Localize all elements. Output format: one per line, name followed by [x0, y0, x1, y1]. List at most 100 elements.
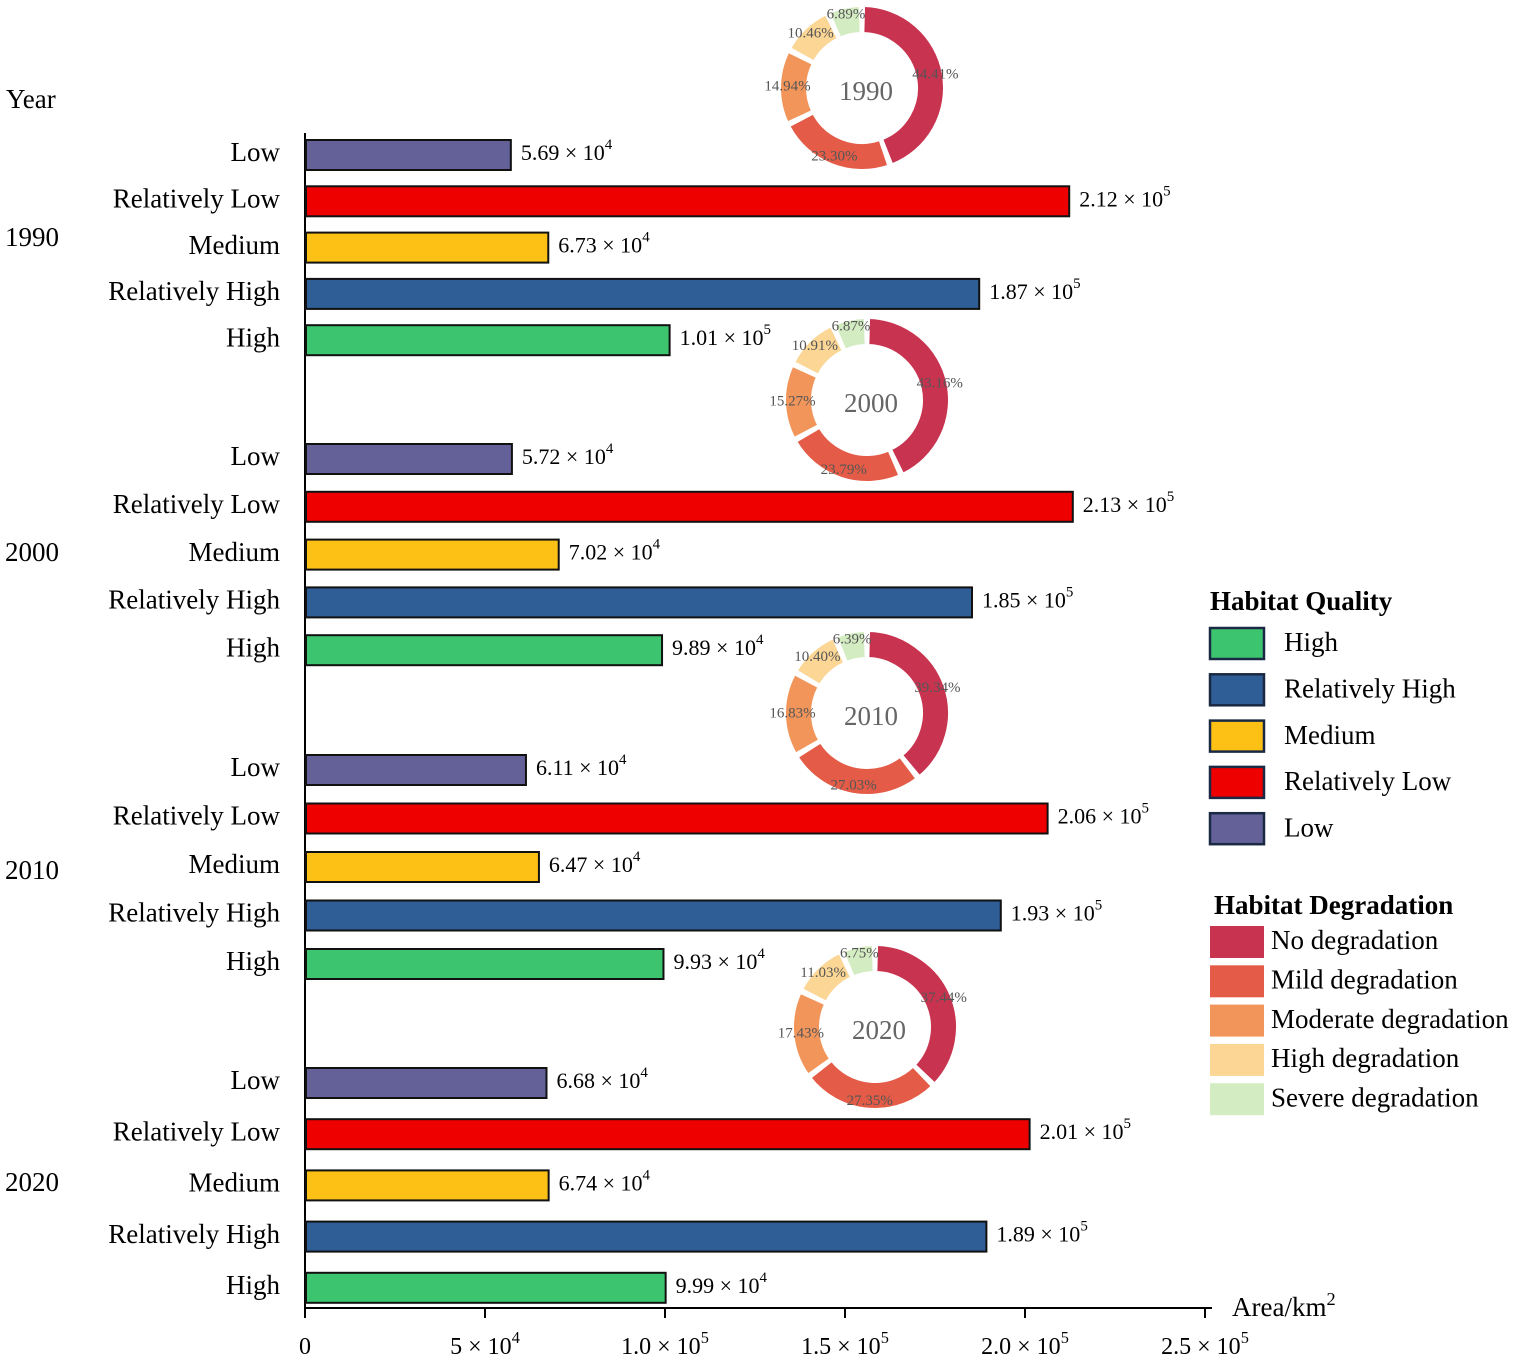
legend-swatch-high-degradation	[1210, 1043, 1264, 1076]
bar-value-label: 9.93 × 104	[673, 946, 765, 974]
category-label: Low	[231, 1065, 281, 1095]
year-label-2000: 2000	[5, 537, 59, 567]
donut-slice-2020-severe-degradation	[841, 944, 875, 978]
legend-swatch-no-degradation	[1210, 926, 1264, 958]
category-label: Low	[231, 137, 281, 167]
bar-2020-low	[305, 1067, 548, 1099]
donut-pct-label: 43.16%	[917, 376, 963, 392]
year-label-1990: 1990	[5, 222, 59, 252]
donut-pct-label: 10.40%	[794, 649, 840, 665]
bar-2000-relatively-low	[305, 490, 1074, 523]
category-label: High	[226, 322, 281, 352]
donut-center-label: 2020	[852, 1015, 906, 1045]
bar-value-label: 2.06 × 105	[1058, 801, 1149, 829]
bar-value-label: 1.93 × 105	[1011, 898, 1102, 926]
bar-2000-high	[305, 634, 664, 667]
bar-2020-relatively-high	[305, 1220, 988, 1253]
legend-item-low: Low	[1284, 812, 1334, 842]
bar-value-label: 2.12 × 105	[1079, 184, 1170, 212]
bar-2020-high	[305, 1271, 667, 1304]
bar-2010-medium	[305, 851, 540, 883]
legend-swatch-medium	[1208, 719, 1266, 753]
bar-value-label: 7.02 × 104	[569, 537, 661, 565]
bar-value-label: 1.89 × 105	[996, 1219, 1087, 1247]
bar-value-label: 9.99 × 104	[676, 1270, 768, 1298]
category-label: Relatively Low	[113, 184, 281, 214]
bar-2000-low	[305, 443, 513, 475]
donut-slice-2020-high-degradation	[800, 951, 853, 1004]
bar-2000-relatively-high	[305, 586, 973, 619]
x-tick-label: 2.0 × 105	[981, 1328, 1069, 1360]
category-label: High	[226, 1270, 281, 1300]
donut-pct-label: 23.30%	[811, 149, 857, 165]
legend-swatch-mild-degradation	[1210, 965, 1264, 998]
donut-slice-1990-severe-degradation	[828, 5, 862, 39]
category-label: Relatively Low	[113, 489, 281, 519]
donut-slice-1990-mild-degradation	[788, 112, 890, 171]
bar-2020-medium	[305, 1169, 550, 1202]
legend-item-mild-degradation: Mild degradation	[1271, 965, 1458, 995]
category-label: Medium	[189, 849, 281, 879]
donut-slice-2020-no-degradation	[875, 944, 958, 1085]
donut-slice-1990-high-degradation	[788, 13, 840, 63]
legend-item-moderate-degradation: Moderate degradation	[1271, 1004, 1509, 1034]
bar-2010-high	[305, 948, 665, 980]
bar-value-label: 6.11 × 104	[536, 752, 627, 780]
donut-pct-label: 23.79%	[821, 462, 867, 478]
legend-item-relatively-high: Relatively High	[1284, 674, 1456, 704]
donut-pct-label: 27.03%	[831, 778, 877, 794]
category-label: Relatively High	[108, 276, 280, 306]
donut-slice-2000-mild-degradation	[794, 426, 901, 483]
category-label: Relatively Low	[113, 801, 281, 831]
bar-1990-relatively-high	[305, 277, 981, 310]
bar-2010-low	[305, 754, 527, 786]
donut-slice-2010-severe-degradation	[835, 630, 867, 664]
bar-value-label: 2.01 × 105	[1040, 1117, 1131, 1145]
bar-value-label: 1.87 × 105	[989, 276, 1080, 304]
donut-center-label: 2010	[844, 701, 898, 731]
category-label: Relatively High	[108, 898, 280, 928]
category-label: Medium	[189, 230, 281, 260]
bar-value-label: 5.69 × 104	[521, 137, 613, 165]
bar-1990-medium	[305, 231, 550, 264]
x-tick-label: 1.5 × 105	[801, 1328, 889, 1360]
bar-value-label: 6.74 × 104	[559, 1168, 651, 1196]
donut-pct-label: 14.94%	[764, 79, 810, 95]
legend-item-high: High	[1284, 627, 1339, 657]
donut-slice-2020-moderate-degradation	[792, 991, 832, 1076]
bar-2020-relatively-low	[305, 1118, 1031, 1151]
legend-quality-title: Habitat Quality	[1210, 586, 1393, 616]
legend-item-high-degradation: High degradation	[1271, 1043, 1460, 1073]
x-tick-label: 2.5 × 105	[1161, 1328, 1249, 1360]
donut-slice-2000-high-degradation	[792, 325, 845, 377]
bar-value-label: 6.68 × 104	[556, 1065, 648, 1093]
legend-item-medium: Medium	[1284, 720, 1376, 750]
donut-pct-label: 16.83%	[769, 705, 815, 721]
legend-swatch-moderate-degradation	[1210, 1004, 1264, 1037]
donut-pct-label: 17.43%	[778, 1025, 824, 1041]
donut-slice-2000-moderate-degradation	[784, 364, 820, 440]
donut-slice-2020-mild-degradation	[809, 1059, 934, 1110]
category-label: High	[226, 632, 281, 662]
bar-value-label: 5.72 × 104	[522, 441, 614, 469]
donut-slice-2000-no-degradation	[867, 316, 950, 476]
donut-pct-label: 37.44%	[921, 990, 967, 1006]
donut-slice-1990-moderate-degradation	[779, 50, 814, 124]
donut-pct-label: 6.87%	[832, 319, 871, 335]
donut-pct-label: 6.39%	[833, 631, 872, 647]
x-tick-label: 0	[299, 1334, 311, 1360]
legend-swatch-high	[1208, 626, 1266, 661]
x-tick-label: 5 × 104	[450, 1328, 520, 1360]
donut-pct-label: 6.89%	[827, 7, 866, 23]
donut-pct-label: 27.35%	[847, 1093, 893, 1109]
donut-slice-2010-no-degradation	[867, 630, 950, 778]
donut-slice-2000-severe-degradation	[833, 317, 867, 351]
legend-swatch-relatively-high	[1208, 673, 1266, 707]
bar-2010-relatively-high	[305, 899, 1002, 932]
legend-degradation-title: Habitat Degradation	[1214, 890, 1453, 920]
bar-value-label: 9.89 × 104	[672, 633, 764, 661]
category-label: Medium	[189, 537, 281, 567]
bar-2010-relatively-low	[305, 802, 1049, 835]
donut-slice-2010-mild-degradation	[796, 741, 918, 796]
